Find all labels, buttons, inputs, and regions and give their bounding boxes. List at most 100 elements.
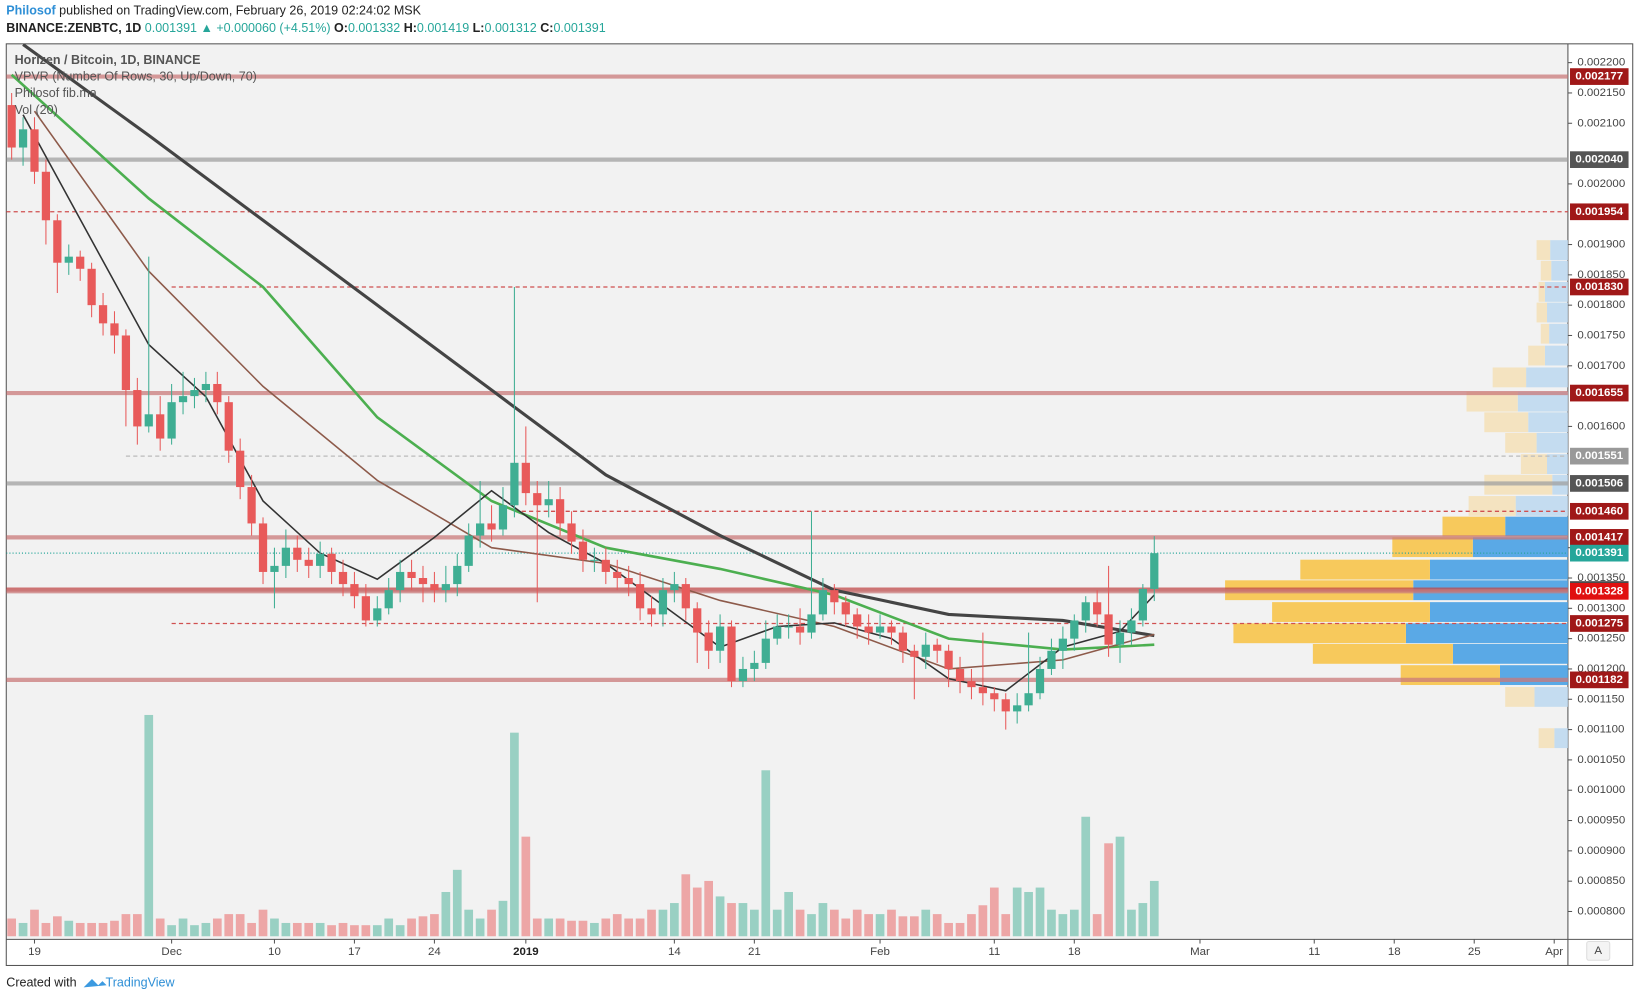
profile-down bbox=[1536, 240, 1551, 260]
candle-body bbox=[156, 414, 165, 439]
plot: 0.000800 0.000850 0.000900 0.000950 0.001000… bbox=[6, 43, 1629, 958]
volume-bar bbox=[258, 909, 268, 937]
candle-body bbox=[624, 578, 633, 585]
candle-body bbox=[944, 650, 953, 669]
y-tick-label: 0.002000 bbox=[1577, 178, 1625, 190]
candle-body bbox=[1001, 699, 1010, 712]
volume-bar bbox=[590, 922, 599, 937]
volume-bar bbox=[1047, 909, 1056, 937]
volume-bar bbox=[361, 925, 371, 937]
profile-down bbox=[1540, 323, 1550, 344]
volume-bar bbox=[350, 925, 359, 937]
level-label-bg bbox=[1570, 615, 1629, 632]
candle-body bbox=[201, 383, 211, 391]
candle-body bbox=[1035, 668, 1045, 694]
volume-bar bbox=[18, 922, 28, 937]
level-label-bg bbox=[1570, 203, 1629, 221]
candle-body bbox=[418, 578, 428, 585]
symbol: BINANCE:ZENBTC, 1D bbox=[6, 22, 141, 36]
candle-body bbox=[224, 402, 233, 451]
volume-bar bbox=[887, 909, 896, 937]
volume-bar bbox=[1138, 903, 1148, 937]
profile-down bbox=[1312, 643, 1453, 664]
symbol-line: BINANCE:ZENBTC, 1D 0.001391 ▲ +0.000060 … bbox=[6, 22, 605, 36]
candle-body bbox=[521, 462, 530, 494]
profile-up bbox=[1551, 260, 1568, 281]
volume-bar bbox=[30, 909, 39, 937]
scale-button[interactable] bbox=[1586, 940, 1611, 961]
candle-body bbox=[567, 523, 576, 542]
volume-bar bbox=[1069, 909, 1079, 937]
y-tick-label: 0.002150 bbox=[1577, 87, 1625, 99]
volume-bar bbox=[967, 914, 976, 937]
volume-bar bbox=[624, 918, 634, 937]
candle-body bbox=[647, 608, 656, 615]
volume-bar bbox=[98, 922, 108, 937]
author[interactable]: Philosof bbox=[6, 4, 56, 18]
volume-bar bbox=[578, 920, 588, 937]
level-label-bg bbox=[1570, 502, 1629, 520]
volume-bar bbox=[87, 922, 96, 937]
profile-down bbox=[1392, 537, 1473, 558]
volume-bar bbox=[567, 920, 576, 937]
volume-bar bbox=[224, 914, 234, 937]
volume-bar bbox=[315, 922, 325, 937]
profile-up bbox=[1405, 623, 1568, 644]
candle-body bbox=[1024, 693, 1033, 706]
volume-bar bbox=[53, 916, 62, 937]
candle-body bbox=[384, 590, 393, 609]
volume-bar bbox=[864, 914, 873, 937]
profile-up bbox=[1544, 345, 1568, 366]
header-line: Philosof published on TradingView.com, F… bbox=[6, 4, 421, 18]
volume-bar bbox=[64, 920, 74, 937]
candle-body bbox=[338, 571, 348, 585]
volume-bar bbox=[818, 903, 828, 937]
l-value: 0.001312 bbox=[484, 22, 536, 36]
profile-up bbox=[1544, 282, 1568, 302]
candle-body bbox=[910, 650, 919, 657]
volume-bar bbox=[498, 900, 508, 937]
volume-bar bbox=[772, 909, 782, 937]
profile-up bbox=[1499, 665, 1568, 686]
candle-body bbox=[1104, 614, 1113, 645]
candle-body bbox=[795, 626, 805, 633]
plot-area bbox=[6, 43, 1568, 940]
scale-button-label[interactable]: A bbox=[1594, 945, 1602, 957]
candle-body bbox=[738, 668, 748, 682]
profile-down bbox=[1528, 345, 1545, 366]
volume-bar bbox=[235, 914, 245, 937]
level-label-bg bbox=[1570, 475, 1629, 492]
level-label-bg bbox=[1570, 544, 1629, 562]
candle-body bbox=[407, 571, 416, 579]
volume-bar bbox=[110, 920, 119, 937]
volume-bar bbox=[1024, 891, 1033, 937]
x-tick-label: 17 bbox=[348, 946, 361, 958]
y-tick-label: 0.001800 bbox=[1577, 299, 1625, 311]
candle-body bbox=[750, 662, 759, 669]
volume-bar bbox=[132, 914, 142, 937]
volume-bar bbox=[944, 922, 953, 937]
volume-bar bbox=[7, 918, 16, 937]
c-value: 0.001391 bbox=[553, 22, 605, 36]
volume-bar bbox=[921, 909, 931, 937]
candle-body bbox=[167, 402, 176, 439]
candle-body bbox=[967, 681, 976, 688]
candle-body bbox=[1150, 553, 1159, 589]
volume-bar bbox=[75, 922, 85, 937]
volume-bar bbox=[338, 922, 348, 937]
level-label-bg bbox=[1570, 68, 1629, 85]
volume-bar bbox=[635, 918, 645, 937]
profile-down bbox=[1272, 602, 1430, 622]
volume-bar bbox=[647, 909, 656, 937]
candle-body bbox=[178, 396, 188, 403]
volume-bar bbox=[372, 925, 382, 937]
profile-down bbox=[1540, 260, 1552, 281]
profile-down bbox=[1538, 728, 1555, 749]
candle-body bbox=[281, 547, 290, 566]
profile-up bbox=[1554, 728, 1568, 749]
candle-body bbox=[510, 462, 519, 506]
level-label: 0.001830 bbox=[1575, 281, 1623, 293]
footer-brand[interactable]: TradingView bbox=[106, 976, 176, 990]
candle-body bbox=[601, 559, 610, 572]
profile-up bbox=[1517, 391, 1568, 412]
